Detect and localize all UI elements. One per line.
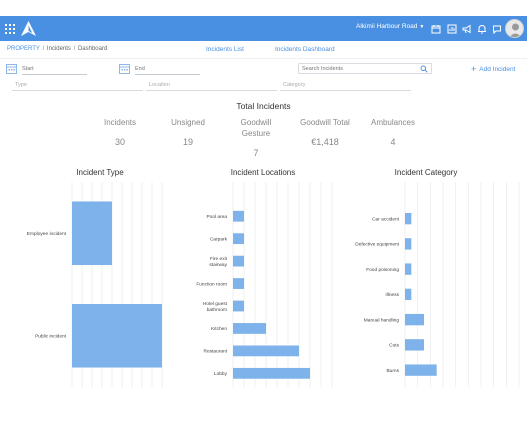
location-filter-select[interactable]: Location bbox=[146, 81, 277, 91]
sub-navigation-bar: PROPERTY / Incidents / Dashboard Inciden… bbox=[0, 41, 527, 59]
report-icon[interactable] bbox=[447, 24, 457, 34]
incidents-dashboard-link[interactable]: Incidents Dashboard bbox=[275, 46, 335, 53]
incident-locations-chart: Pool area Carpark Fire exit stairway Functio… bbox=[196, 182, 333, 387]
apps-grid-icon[interactable] bbox=[5, 24, 15, 34]
add-incident-button[interactable]: + Add Incident bbox=[471, 64, 515, 74]
filter-bar: +Add Incident Type Location Category bbox=[0, 61, 527, 94]
tick-label-carpark: Carpark bbox=[210, 236, 228, 242]
end-calendar-icon[interactable] bbox=[119, 63, 130, 74]
stat-goodwill-total-label: Goodwill Total bbox=[300, 118, 350, 127]
tick-label-defective-equipment: Defective equipment bbox=[355, 242, 399, 248]
user-avatar[interactable] bbox=[505, 19, 524, 38]
tick-label-cuts: Cuts bbox=[389, 343, 399, 349]
chat-icon[interactable] bbox=[492, 24, 502, 34]
tick-label-function-room: Function room bbox=[196, 281, 227, 287]
bar-manual-handling bbox=[405, 313, 424, 326]
chart-title-incident-locations: Incident Locations bbox=[230, 168, 296, 177]
chevron-down-icon: ▼ bbox=[419, 24, 425, 30]
bar-food-poisoning bbox=[405, 263, 412, 275]
bar-kitchen bbox=[233, 323, 266, 334]
start-calendar-icon[interactable] bbox=[6, 63, 17, 74]
bar-lobby bbox=[233, 367, 310, 379]
bar-hotel-guest-bathroom bbox=[233, 300, 244, 312]
chart-title-incident-category: Incident Category bbox=[394, 168, 458, 177]
location-selector[interactable]: Alkimii Harbour Road ▼ bbox=[356, 23, 424, 30]
blank-background bbox=[0, 387, 527, 441]
location-name: Alkimii Harbour Road bbox=[356, 23, 418, 30]
tick-label-hotel-guest-bathroom: Hotel guest bathroom bbox=[203, 301, 228, 313]
stat-goodwill-total-value: €1,418 bbox=[311, 137, 339, 147]
tick-label-illness: Illness bbox=[385, 292, 399, 298]
breadcrumb: PROPERTY / Incidents / Dashboard bbox=[7, 46, 108, 52]
bar-defective-equipment bbox=[405, 238, 412, 250]
breadcrumb-current: Dashboard bbox=[77, 46, 108, 52]
end-date-input[interactable] bbox=[135, 63, 200, 75]
bar-fire-exit-stairway bbox=[233, 255, 244, 267]
stat-unsigned-label: Unsigned bbox=[171, 118, 205, 127]
bar-restaurant bbox=[233, 345, 299, 357]
stat-incidents-label: Incidents bbox=[103, 118, 137, 127]
bar-cuts bbox=[405, 339, 424, 351]
tick-label-employee-incident: Employee incident bbox=[27, 231, 67, 237]
breadcrumb-property[interactable]: PROPERTY bbox=[7, 46, 40, 52]
bar-public-incident bbox=[72, 303, 162, 368]
bar-burns bbox=[405, 364, 437, 376]
stat-gesture-label: Goodwill Gesture bbox=[240, 118, 272, 138]
stat-unsigned-value: 19 bbox=[182, 137, 193, 147]
stat-incidents-value: 30 bbox=[114, 137, 125, 147]
bell-icon[interactable] bbox=[477, 24, 487, 34]
tick-label-lobby: Lobby bbox=[214, 371, 228, 377]
bar-function-room bbox=[233, 278, 244, 289]
category-filter-select[interactable]: Category bbox=[280, 81, 411, 91]
search-icon[interactable] bbox=[420, 65, 428, 73]
tick-label-car-accident: Car accident bbox=[372, 216, 400, 222]
totals-title: Total Incidents bbox=[236, 101, 291, 111]
incident-type-chart: Employee incident Public incident bbox=[27, 182, 163, 387]
bar-pool-area bbox=[233, 210, 244, 222]
tick-label-kitchen: Kitchen bbox=[211, 326, 227, 332]
stat-ambulances-value: 4 bbox=[390, 137, 396, 147]
tick-label-burns: Burns bbox=[386, 368, 399, 374]
bar-car-accident bbox=[405, 212, 412, 225]
megaphone-icon[interactable] bbox=[462, 24, 472, 34]
tick-label-pool-area: Pool area bbox=[206, 214, 227, 220]
type-filter-select[interactable]: Type bbox=[12, 81, 143, 91]
breadcrumb-incidents[interactable]: Incidents bbox=[46, 46, 71, 52]
bar-illness bbox=[405, 288, 412, 301]
search-input[interactable] bbox=[302, 65, 417, 73]
tick-label-manual-handling: Manual handling bbox=[364, 317, 400, 323]
tick-label-fire-exit-stairway: Fire exit stairway bbox=[209, 256, 227, 268]
start-date-input[interactable] bbox=[22, 63, 87, 75]
add-incident-label: Add Incident bbox=[479, 66, 516, 73]
search-box bbox=[298, 63, 432, 74]
stat-gesture-value: 7 bbox=[253, 148, 259, 158]
stat-ambulances-label: Ambulances bbox=[370, 118, 416, 127]
incident-category-chart: Car accident Defective equipment Food pois… bbox=[355, 182, 520, 387]
plus-icon: + bbox=[471, 64, 477, 74]
top-bar: Alkimii Harbour Road ▼ bbox=[0, 16, 527, 41]
incidents-dashboard-app: Alkimii Harbour Road ▼ bbox=[0, 16, 527, 387]
calendar-icon[interactable] bbox=[431, 24, 441, 34]
tick-label-public-incident: Public incident bbox=[35, 333, 67, 339]
incidents-list-link[interactable]: Incidents List bbox=[206, 46, 244, 53]
alkimii-logo[interactable] bbox=[20, 20, 37, 37]
bar-carpark bbox=[233, 233, 244, 245]
user-icon bbox=[509, 23, 522, 37]
tick-label-restaurant: Restaurant bbox=[204, 349, 228, 355]
bar-employee-incident bbox=[72, 201, 112, 266]
chart-title-incident-type: Incident Type bbox=[76, 168, 124, 177]
tick-label-food-poisoning: Food poisoning bbox=[366, 267, 399, 273]
